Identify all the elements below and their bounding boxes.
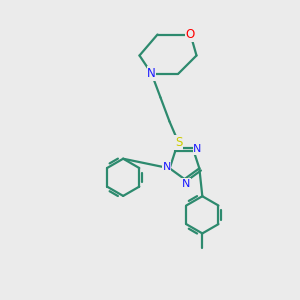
Text: N: N	[193, 144, 202, 154]
Text: S: S	[175, 136, 182, 149]
Text: O: O	[186, 28, 195, 41]
Text: N: N	[147, 67, 156, 80]
Text: N: N	[163, 162, 171, 172]
Text: N: N	[182, 178, 190, 189]
